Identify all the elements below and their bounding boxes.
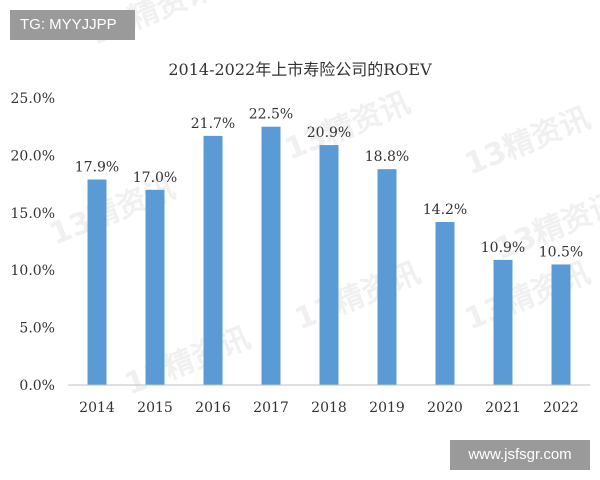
data-label: 14.2% xyxy=(423,202,467,218)
bar xyxy=(261,126,281,385)
bar xyxy=(203,135,223,385)
data-label: 18.8% xyxy=(365,149,409,165)
bar xyxy=(551,264,571,385)
bar xyxy=(435,221,455,385)
watermark-stamp: 13精资讯 xyxy=(290,256,425,338)
x-tick-label: 2022 xyxy=(543,400,579,416)
watermark-stamp: 13精资讯 xyxy=(120,321,255,403)
x-tick-label: 2016 xyxy=(195,400,231,416)
x-axis: 2014 2015 2016 2017 2018 2019 2020 2021 2022 xyxy=(68,384,590,416)
data-label: 10.5% xyxy=(539,244,583,260)
x-tick-label: 2014 xyxy=(79,400,115,416)
data-label: 17.0% xyxy=(133,170,177,186)
y-tick-label: 20.0% xyxy=(11,148,55,164)
x-tick-label: 2020 xyxy=(427,400,463,416)
watermark-stamp: 13精资讯 xyxy=(460,256,595,338)
x-tick-label: 2018 xyxy=(311,400,347,416)
data-label: 21.7% xyxy=(191,116,235,132)
y-tick-label: 15.0% xyxy=(11,206,55,222)
x-tick-label: 2021 xyxy=(485,400,521,416)
data-label: 20.9% xyxy=(307,125,351,141)
y-tick-label: 5.0% xyxy=(19,321,55,337)
data-label: 10.9% xyxy=(481,240,525,256)
data-label-layer: 17.9% 17.0% 21.7% 22.5% 20.9% 18.8% 14.2% 10.9%… xyxy=(75,107,583,261)
bar xyxy=(377,169,397,385)
bottom-watermark-tag: www.jsfsgr.com xyxy=(450,440,590,470)
bar-series xyxy=(87,126,571,385)
data-label: 17.9% xyxy=(75,160,119,176)
x-tick-label: 2017 xyxy=(253,400,289,416)
bar xyxy=(493,259,513,385)
y-tick-label: 10.0% xyxy=(11,263,55,279)
x-tick-label: 2015 xyxy=(137,400,173,416)
x-tick-label: 2019 xyxy=(369,400,405,416)
y-axis: 0.0% 5.0% 10.0% 15.0% 20.0% 25.0% xyxy=(11,91,55,394)
top-watermark-tag: TG: MYYJJPP xyxy=(10,10,135,40)
data-label: 22.5% xyxy=(249,107,293,123)
bar xyxy=(145,189,165,385)
y-tick-label: 25.0% xyxy=(11,91,55,107)
bar xyxy=(87,179,107,385)
chart-title: 2014-2022年上市寿险公司的ROEV xyxy=(168,60,432,79)
bar xyxy=(319,145,339,385)
watermark-stamp: 13精资讯 xyxy=(460,101,595,183)
y-tick-label: 0.0% xyxy=(19,378,55,394)
